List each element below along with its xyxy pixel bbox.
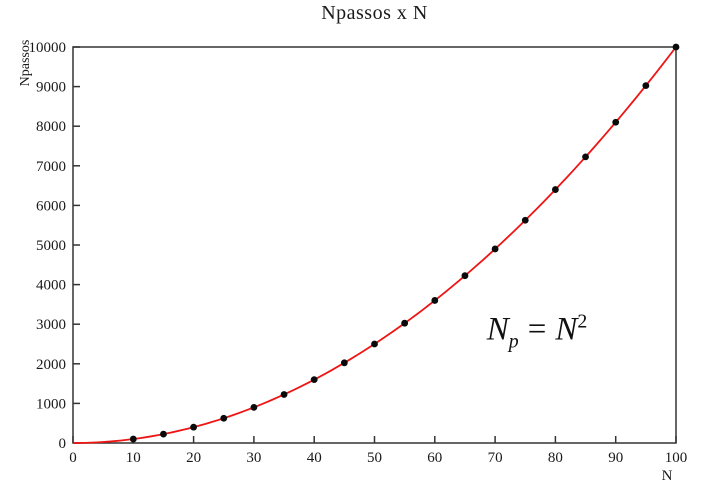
y-tick-label: 9000	[36, 80, 66, 96]
data-point	[371, 340, 378, 348]
y-tick-label: 6000	[36, 198, 66, 214]
data-point	[250, 403, 258, 411]
data-point	[160, 430, 167, 438]
data-point	[521, 216, 529, 224]
equation-lhs: N	[486, 311, 509, 348]
chart-title: Npassos x N	[321, 2, 428, 24]
x-tick-label: 50	[367, 450, 382, 466]
data-point	[401, 319, 409, 327]
data-point	[612, 118, 620, 126]
y-tick-label: 0	[59, 436, 67, 452]
y-tick-label: 1000	[36, 396, 66, 412]
y-tick-label: 8000	[36, 119, 66, 135]
data-point	[672, 43, 680, 51]
x-tick-label: 90	[608, 450, 623, 466]
y-tick-label: 3000	[36, 317, 66, 333]
axes-frame	[72, 46, 677, 444]
data-point	[582, 153, 589, 161]
data-point	[310, 376, 318, 384]
data-point	[190, 423, 198, 431]
equation-rhs-exponent: 2	[577, 310, 588, 333]
y-tick-label: 10000	[29, 40, 67, 56]
x-tick-label: 40	[307, 450, 322, 466]
equation-equals: =	[527, 311, 547, 348]
x-tick-label: 20	[186, 450, 201, 466]
data-point	[642, 82, 650, 90]
x-axis-label: N	[661, 468, 673, 484]
y-tick-label: 2000	[36, 357, 66, 373]
data-point	[461, 272, 469, 280]
curve-line	[72, 46, 677, 444]
y-tick-label: 7000	[36, 159, 66, 175]
x-tick-label: 60	[427, 450, 442, 466]
x-tick-label: 0	[69, 450, 77, 466]
x-tick-label: 100	[665, 450, 688, 466]
y-tick-label: 4000	[36, 278, 66, 294]
data-point	[220, 414, 228, 422]
data-point	[280, 391, 288, 398]
data-point	[129, 435, 137, 443]
data-point	[491, 245, 499, 253]
equation-rhs: N	[555, 311, 578, 348]
equation-annotation: Np = N2	[487, 311, 587, 354]
x-tick-label: 80	[548, 450, 563, 466]
data-point	[340, 359, 348, 367]
x-tick-label: 70	[488, 450, 503, 466]
x-tick-label: 10	[126, 450, 141, 466]
x-tick-label: 30	[246, 450, 261, 466]
y-tick-label: 5000	[36, 238, 66, 254]
data-point	[552, 186, 559, 193]
equation-lhs-subscript: p	[508, 330, 519, 353]
data-point	[431, 297, 439, 304]
